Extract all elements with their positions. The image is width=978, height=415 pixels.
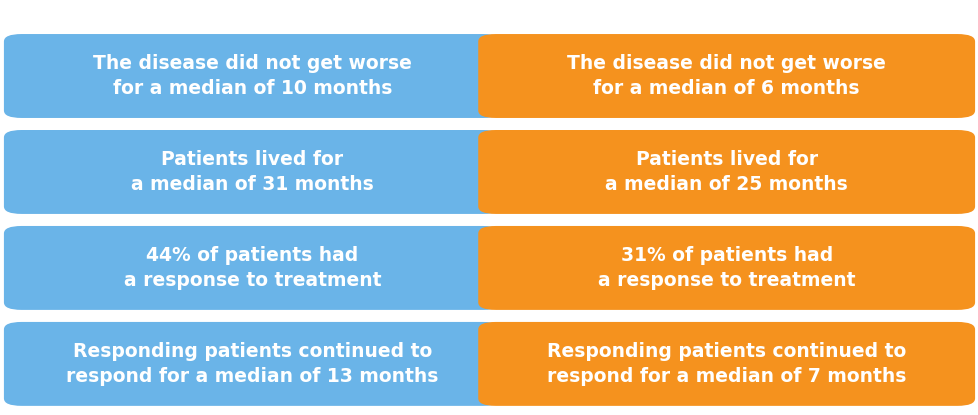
FancyBboxPatch shape [477, 34, 974, 118]
FancyBboxPatch shape [4, 226, 500, 310]
Text: 44% of patients had
a response to treatment: 44% of patients had a response to treatm… [123, 246, 380, 290]
FancyBboxPatch shape [4, 322, 500, 406]
FancyBboxPatch shape [4, 34, 500, 118]
Text: Responding patients continued to
respond for a median of 13 months: Responding patients continued to respond… [67, 342, 438, 386]
FancyBboxPatch shape [477, 322, 974, 406]
FancyBboxPatch shape [477, 130, 974, 214]
Text: 31% of patients had
a response to treatment: 31% of patients had a response to treatm… [598, 246, 855, 290]
FancyBboxPatch shape [477, 226, 974, 310]
Text: The disease did not get worse
for a median of 6 months: The disease did not get worse for a medi… [566, 54, 885, 98]
Text: Patients lived for
a median of 31 months: Patients lived for a median of 31 months [131, 150, 374, 194]
Text: The disease did not get worse
for a median of 10 months: The disease did not get worse for a medi… [93, 54, 412, 98]
FancyBboxPatch shape [4, 130, 500, 214]
Text: Patients lived for
a median of 25 months: Patients lived for a median of 25 months [604, 150, 847, 194]
Text: Responding patients continued to
respond for a median of 7 months: Responding patients continued to respond… [547, 342, 906, 386]
